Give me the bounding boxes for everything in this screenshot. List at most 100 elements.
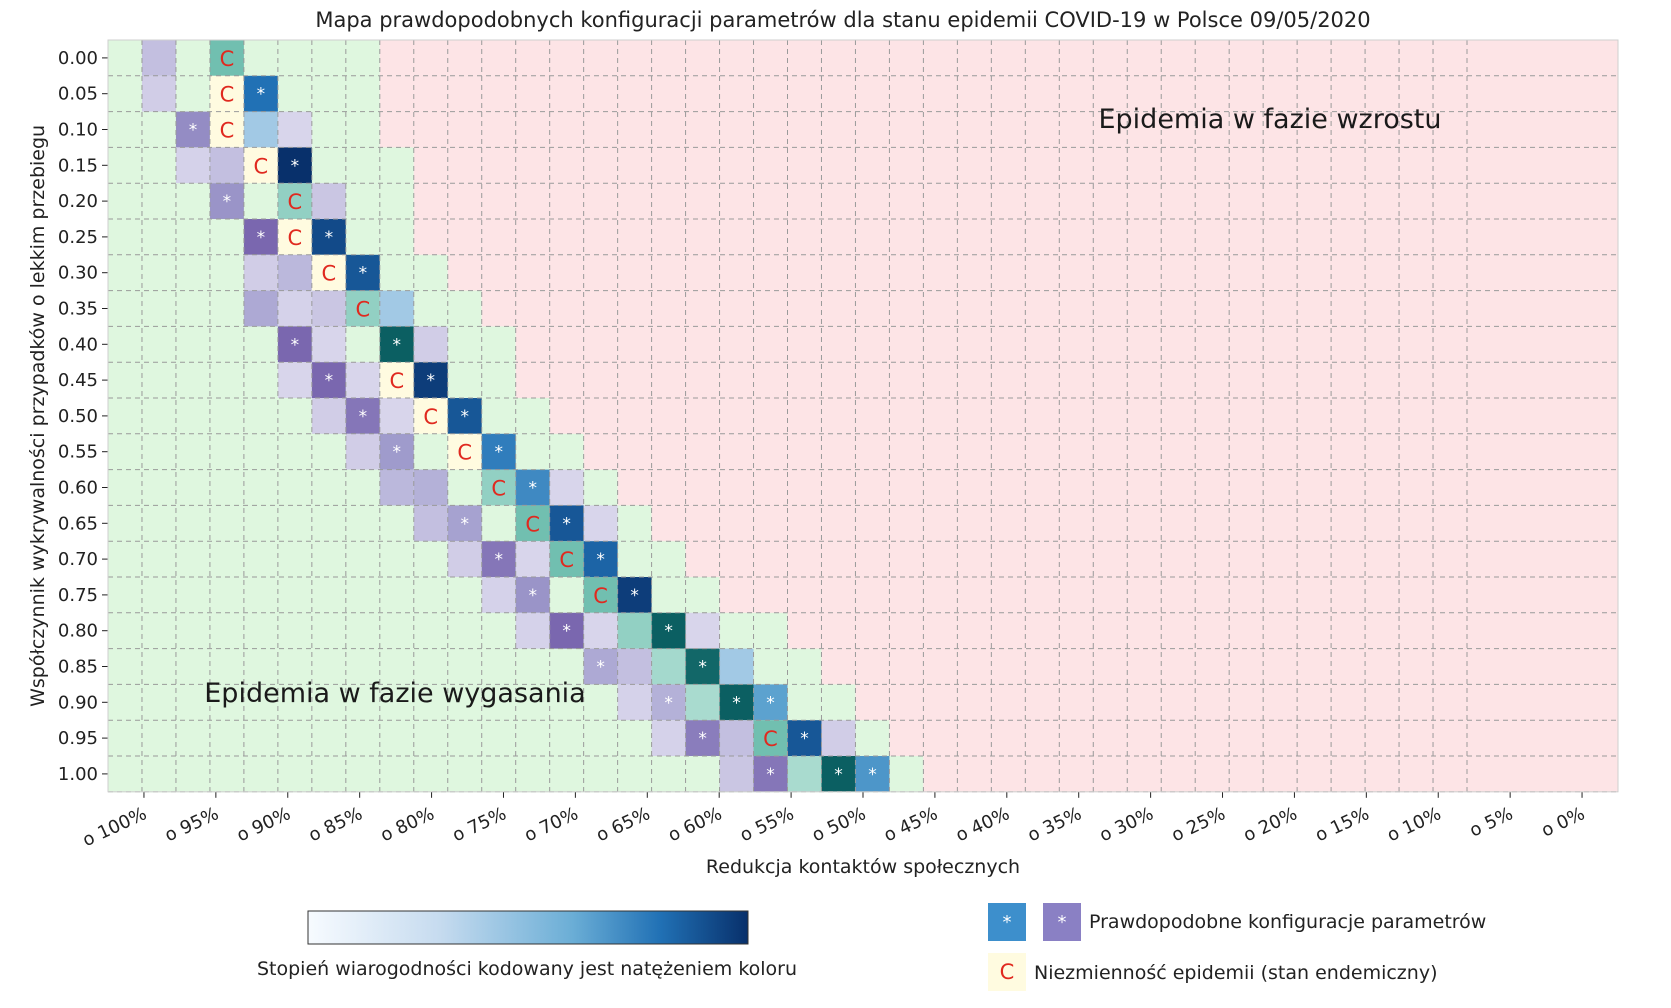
endemic-marker: C (525, 512, 540, 536)
heatmap-cell (821, 756, 856, 792)
region-growth-band (719, 577, 1618, 614)
y-tick-label: 0.10 (58, 120, 98, 141)
endemic-marker: C (389, 369, 404, 393)
heatmap-cell (311, 219, 346, 255)
region-growth-band (379, 75, 1618, 113)
heatmap-cell (277, 147, 312, 184)
heatmap-cell (617, 612, 652, 649)
region-growth-band (447, 254, 1618, 292)
y-tick-label: 0.25 (58, 227, 98, 248)
x-tick-label: o 60% (665, 803, 725, 846)
heatmap-cell (447, 541, 482, 577)
y-tick-label: 0.20 (58, 191, 98, 212)
x-tick-labels: o 100% o 95% o 90% o 85% o 80% o 75% o 70% o 65… (79, 791, 1588, 851)
heatmap-cell (277, 290, 312, 327)
heatmap-cell (617, 648, 652, 685)
heatmap-cell (753, 684, 788, 721)
heatmap-cell (719, 648, 754, 685)
plausible-marker: * (630, 586, 639, 606)
plausible-marker: * (325, 371, 334, 391)
heatmap-cell (413, 505, 448, 542)
endemic-marker: C (559, 548, 574, 572)
plausible-marker: * (528, 479, 537, 499)
region-label-decline: Epidemia w fazie wygasania (204, 678, 585, 709)
heatmap-cell (277, 362, 312, 398)
x-tick-label: o 45% (881, 803, 941, 846)
heatmap-cell (345, 290, 380, 327)
heatmap-cell (821, 720, 856, 756)
heatmap-cell (651, 684, 686, 721)
x-tick-label: o 5% (1466, 803, 1516, 841)
region-growth-band (379, 40, 1618, 77)
plausible-marker: * (460, 407, 469, 427)
heatmap-cell (447, 505, 482, 542)
heatmap-cell (413, 362, 448, 398)
heatmap-cell (651, 612, 686, 649)
legend-endemic-label: Niezmienność epidemii (stan endemiczny) (1034, 962, 1437, 984)
region-growth-band (651, 505, 1618, 542)
heatmap-cell (141, 75, 176, 112)
plausible-marker: * (359, 264, 368, 284)
y-tick-label: 0.85 (58, 657, 98, 678)
heatmap-cell (685, 684, 720, 721)
heatmap-cell (311, 183, 346, 219)
region-growth-band (583, 433, 1618, 471)
heatmap-cell (379, 290, 414, 327)
colorbar-label: Stopień wiarogodności kodowany jest natę… (257, 958, 797, 980)
endemic-marker: C (491, 477, 506, 501)
plausible-marker: * (664, 622, 673, 642)
region-growth-band (821, 648, 1618, 685)
region-growth-band (413, 147, 1618, 184)
plausible-marker: * (562, 622, 571, 642)
heatmap-cell (209, 147, 244, 184)
heatmap-cell (481, 469, 516, 506)
y-tick-label: 0.30 (58, 263, 98, 284)
x-tick-label: o 50% (809, 803, 869, 846)
plausible-marker: * (766, 765, 775, 785)
heatmap-cell (277, 183, 312, 219)
plausible-marker: * (494, 550, 503, 570)
endemic-marker: C (288, 226, 303, 250)
heatmap-cell (243, 254, 278, 291)
heatmap-cell (379, 433, 414, 470)
y-axis-label: Współczynnik wykrywalności przypadków o … (27, 125, 49, 707)
legend-endemic-marker: C (1000, 960, 1015, 984)
x-tick-label: o 55% (737, 803, 797, 846)
x-tick-label: o 80% (377, 803, 437, 846)
plausible-marker: * (766, 693, 775, 713)
heatmap-cell (447, 433, 482, 470)
colorbar (307, 910, 749, 945)
y-tick-label: 0.75 (58, 585, 98, 606)
heatmap-cell (175, 147, 210, 184)
x-axis-label: Redukcja kontaktów społecznych (706, 856, 1020, 878)
region-growth-band (515, 326, 1619, 363)
heatmap-cell (447, 398, 482, 434)
heatmap-cell (209, 111, 244, 148)
heatmap-cell (379, 362, 414, 398)
x-tick-label: o 10% (1384, 803, 1444, 846)
plausible-marker: * (291, 156, 300, 176)
endemic-marker: C (423, 405, 438, 429)
heatmap-cell (345, 398, 380, 434)
x-tick-label: o 90% (234, 803, 294, 846)
x-tick-label: o 95% (162, 803, 222, 846)
heatmap-cell (345, 362, 380, 398)
legend-blue-swatch (988, 903, 1026, 941)
plausible-marker: * (528, 586, 537, 606)
heatmap-cell (549, 612, 584, 649)
region-growth-band (685, 541, 1618, 578)
legend-plausible: * * Prawdopodobne konfiguracje parametró… (988, 903, 1486, 941)
heatmap-cell (481, 577, 516, 613)
endemic-marker: C (220, 47, 235, 71)
y-tick-label: 0.95 (58, 728, 98, 749)
heatmap-cell (277, 219, 312, 255)
heatmap-cell (311, 362, 346, 398)
y-tick-label: 0.65 (58, 513, 98, 534)
heatmap-cell (311, 326, 346, 363)
heatmap-cell (719, 720, 754, 756)
x-tick-label: o 35% (1025, 803, 1085, 846)
heatmap-cell (379, 326, 414, 363)
x-tick-label: o 70% (521, 803, 581, 846)
x-tick-label: o 25% (1168, 803, 1228, 846)
x-tick-label: o 75% (449, 803, 509, 846)
